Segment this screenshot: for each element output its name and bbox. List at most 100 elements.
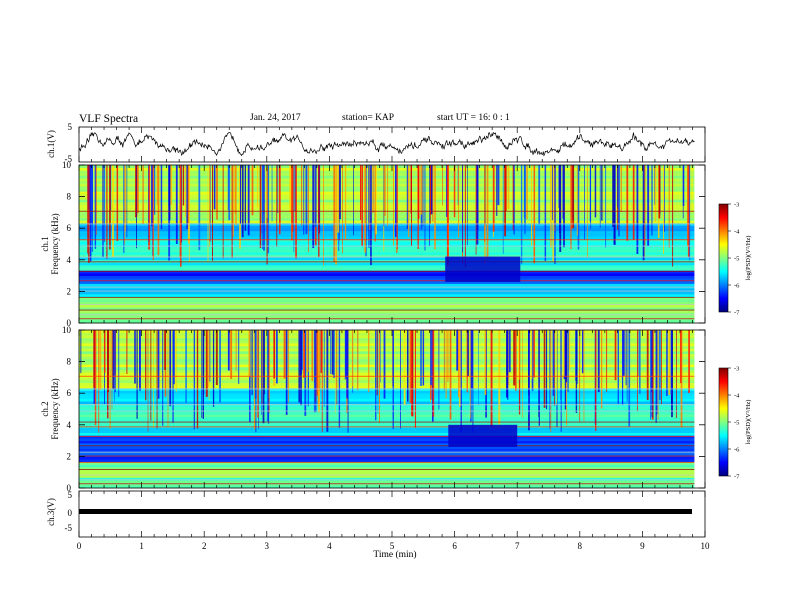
spec-band [79, 317, 695, 321]
spec-burst [562, 330, 565, 376]
spec-burst [618, 165, 620, 237]
spec-burst [384, 165, 386, 216]
ch1-ytick-top: 5 [68, 122, 73, 132]
spec-band [79, 422, 695, 426]
spec-band [79, 180, 695, 184]
spec-burst [276, 330, 278, 384]
ch1-waveform-ticks [78, 127, 706, 162]
spec-band [79, 390, 695, 394]
spec-burst [600, 330, 603, 409]
spec-burst [162, 330, 164, 426]
spec-burst [136, 330, 138, 419]
ch3-waveform-ylabel: ch.3(V) [46, 498, 56, 526]
spec-band [79, 456, 695, 460]
spec-burst [583, 330, 585, 422]
spec-burst [207, 330, 209, 387]
spec-band [79, 165, 695, 168]
spec-burst [152, 165, 154, 260]
spec-burst [209, 165, 211, 247]
spec-burst [605, 165, 607, 248]
time-tick-label: 3 [265, 541, 270, 551]
spec-band [79, 385, 695, 389]
spec-band [79, 196, 695, 200]
spec-band [79, 254, 695, 258]
spec-burst [205, 330, 208, 397]
spec-burst [126, 165, 128, 238]
spec-tone [79, 483, 695, 485]
spec-burst [347, 330, 349, 433]
spec-burst [668, 330, 671, 395]
spec-burst [174, 330, 176, 390]
spec-burst [266, 330, 269, 422]
spec-burst [89, 165, 92, 262]
time-axis-labels: 0 1 2 3 4 5 6 7 8 9 10 [77, 541, 710, 551]
spec-burst [93, 330, 96, 388]
spec-burst [617, 330, 619, 405]
spec-tone [79, 375, 695, 377]
spec-burst [518, 330, 520, 380]
spec-burst [411, 330, 414, 417]
spec-burst [543, 330, 546, 408]
spec-band [79, 194, 695, 197]
spec-burst [430, 165, 431, 224]
spec-burst [185, 165, 186, 217]
spec-tone [79, 314, 695, 316]
spec-burst [202, 330, 204, 419]
spec-burst [167, 330, 169, 428]
spec-burst [279, 165, 281, 235]
ch1-time-ticks [78, 165, 706, 323]
spec-burst [89, 165, 91, 224]
spec-burst [475, 165, 477, 255]
spec-tone [79, 461, 695, 463]
colorbar-tick-label: -4 [734, 393, 740, 400]
spec-band [79, 353, 695, 357]
spec-band [79, 369, 695, 373]
spec-burst [508, 330, 511, 373]
spec-burst [293, 165, 295, 253]
spec-burst [470, 330, 472, 422]
spec-burst [353, 165, 354, 236]
spec-band [79, 178, 695, 182]
spec-burst [522, 330, 523, 418]
spec-burst [91, 165, 93, 225]
spec-burst [467, 165, 468, 246]
spec-burst [114, 330, 115, 402]
spec-burst [156, 330, 158, 429]
spec-burst [276, 165, 278, 247]
spec-burst [575, 330, 578, 413]
spec-burst [430, 330, 433, 386]
ch3-waveform-ticks [78, 491, 706, 537]
spec-band [79, 207, 695, 211]
spec-band [79, 416, 695, 420]
spec-burst [424, 165, 426, 251]
spec-burst [253, 330, 256, 430]
spec-band [79, 307, 695, 311]
ch2-freq-ylabel: Frequency (kHz) [50, 378, 60, 439]
spec-burst [397, 165, 398, 249]
spec-burst [438, 330, 440, 410]
spec-tone [79, 239, 695, 241]
spec-band [79, 330, 695, 333]
spec-burst [323, 165, 324, 266]
spec-band [79, 464, 695, 468]
colorbar-tick-label: -6 [734, 283, 740, 290]
spec-burst [458, 165, 460, 238]
spec-burst [392, 330, 394, 418]
spec-burst [688, 330, 690, 393]
spec-burst [466, 330, 468, 393]
spec-burst [484, 330, 487, 396]
spec-burst [689, 165, 691, 261]
ytick-label: 6 [67, 223, 72, 233]
spec-band [79, 459, 695, 462]
spec-burst [238, 330, 240, 384]
spec-burst [637, 330, 639, 376]
spec-burst [414, 330, 416, 428]
spec-burst [285, 330, 288, 415]
spec-burst [370, 165, 372, 266]
spec-burst [303, 165, 305, 235]
spec-burst [94, 330, 97, 426]
spec-tone [79, 388, 695, 390]
spec-burst [375, 165, 377, 235]
spec-tone [79, 245, 695, 247]
spec-burst [294, 165, 296, 212]
